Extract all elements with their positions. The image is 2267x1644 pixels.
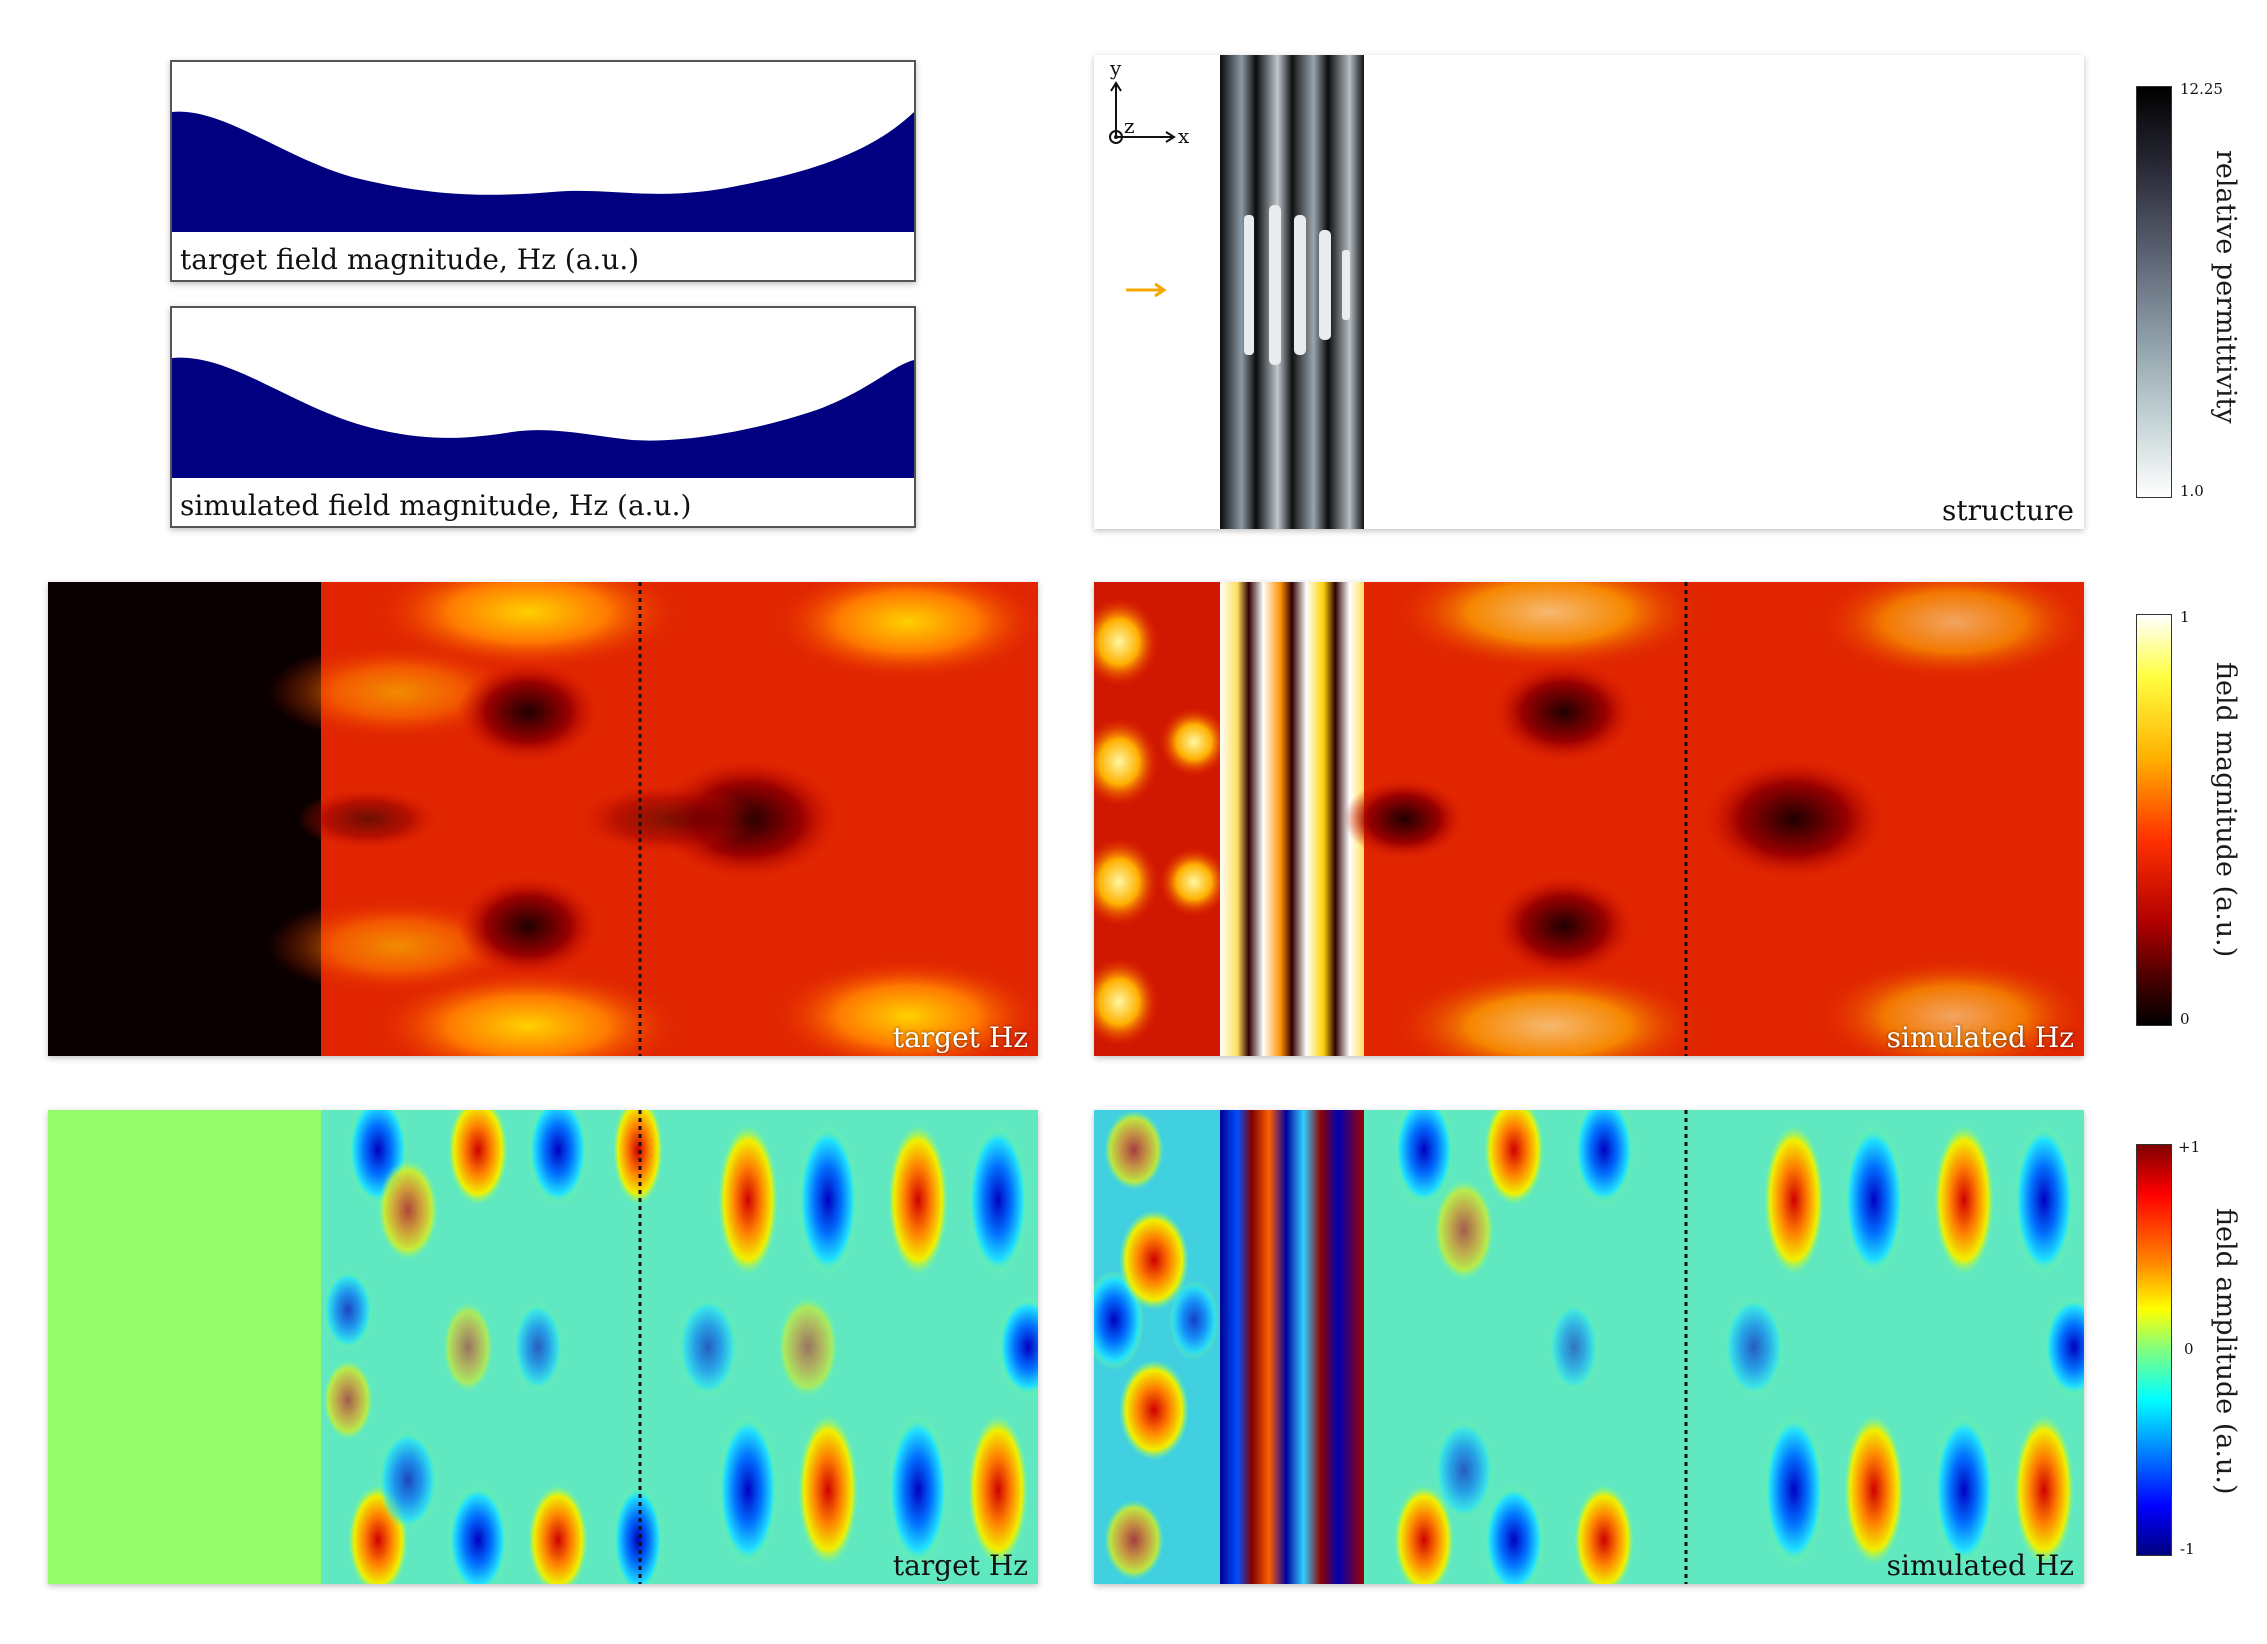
amplitude-min-label: -1	[2180, 1540, 2195, 1558]
target-amplitude-panel: target Hz	[48, 1110, 1038, 1584]
magnitude-colorbar-title: field magnitude (a.u.)	[2210, 662, 2241, 958]
structure-panel: x y z structure	[1094, 55, 2084, 529]
magnitude-min-label: 0	[2180, 1010, 2190, 1028]
axis-x-label: x	[1178, 124, 1190, 148]
magnitude-colorbar	[2136, 614, 2172, 1026]
structure-plot: x y z	[1109, 55, 1364, 529]
amplitude-colorbar	[2136, 1144, 2172, 1556]
axis-y-label: y	[1109, 56, 1122, 80]
simulated-profile-panel: simulated field magnitude, Hz (a.u.)	[170, 306, 916, 528]
target-wave-lobes	[323, 1110, 1038, 1584]
amplitude-mid-label: 0	[2184, 1340, 2194, 1358]
masked-region	[48, 1110, 321, 1584]
permittivity-max-label: 12.25	[2180, 80, 2223, 98]
simulated-magnitude-panel: simulated Hz	[1094, 582, 2084, 1056]
scatterer-features	[1244, 205, 1350, 365]
simulated-amplitude-label: simulated Hz	[1886, 1549, 2074, 1582]
masked-region	[48, 582, 321, 1056]
simulated-magnitude-label: simulated Hz	[1886, 1021, 2074, 1054]
simulated-wave-lobes	[1394, 1110, 2084, 1584]
simulated-amplitude-map	[1094, 1110, 2084, 1584]
scatterer-field	[1220, 582, 1364, 1056]
amplitude-max-label: +1	[2178, 1138, 2201, 1156]
magnitude-max-label: 1	[2180, 608, 2190, 626]
simulated-profile-fill	[172, 357, 914, 478]
simulated-magnitude-map	[1094, 582, 2084, 1056]
target-profile-fill	[172, 111, 914, 232]
source-arrow	[1126, 282, 1167, 298]
structure-label: structure	[1942, 494, 2074, 527]
simulated-profile-plot	[172, 357, 914, 478]
target-amplitude-map	[48, 1110, 1038, 1584]
simulated-amplitude-panel: simulated Hz	[1094, 1110, 2084, 1584]
target-profile-caption: target field magnitude, Hz (a.u.)	[180, 243, 640, 276]
target-profile-panel: target field magnitude, Hz (a.u.)	[170, 60, 916, 282]
simulated-profile-caption: simulated field magnitude, Hz (a.u.)	[180, 489, 692, 522]
scatterer-field	[1220, 1110, 1364, 1584]
target-magnitude-panel: target Hz	[48, 582, 1038, 1056]
permittivity-colorbar-title: relative permittivity	[2210, 150, 2241, 424]
permittivity-colorbar	[2136, 86, 2172, 498]
target-amplitude-label: target Hz	[892, 1549, 1028, 1582]
permittivity-min-label: 1.0	[2180, 482, 2204, 500]
amplitude-colorbar-title: field amplitude (a.u.)	[2210, 1208, 2241, 1495]
axis-z-label: z	[1124, 114, 1135, 138]
target-magnitude-map	[48, 582, 1038, 1056]
target-profile-plot	[172, 111, 914, 232]
structure-axes	[1109, 81, 1176, 144]
target-magnitude-label: target Hz	[892, 1021, 1028, 1054]
